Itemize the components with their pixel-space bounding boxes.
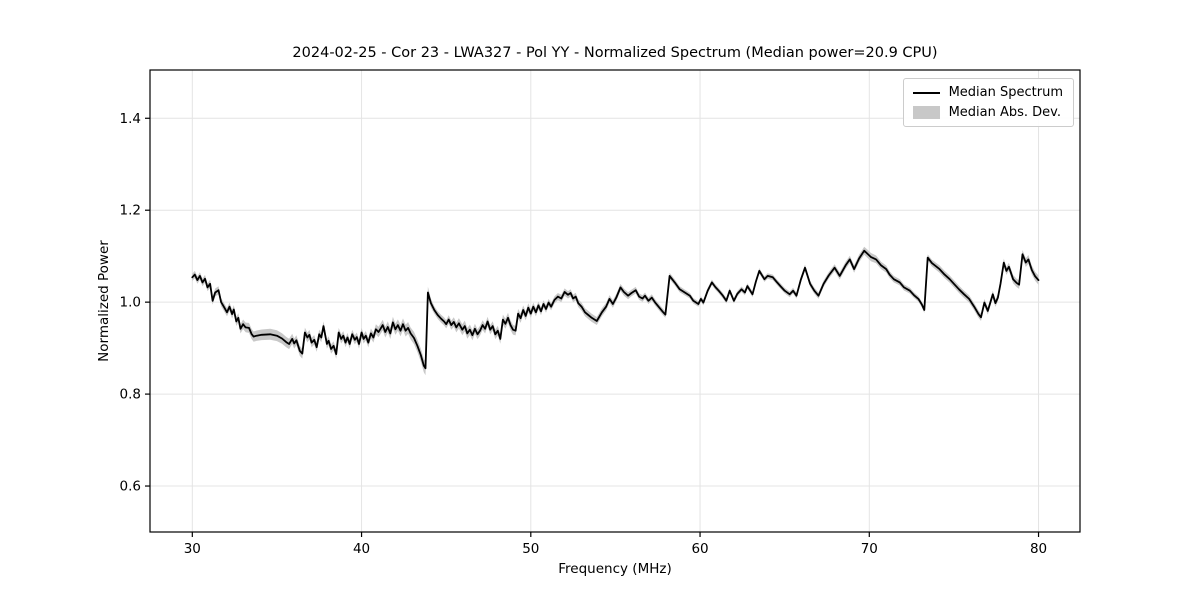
y-tick-label: 0.8 <box>120 387 141 403</box>
median-spectrum-line <box>191 249 1040 370</box>
median-abs-dev-band <box>192 246 1039 376</box>
legend-box: Median Spectrum Median Abs. Dev. <box>902 78 1074 127</box>
x-axis-label: Frequency (MHz) <box>558 561 672 577</box>
y-tick-label: 0.6 <box>120 479 141 495</box>
median-abs-dev-patch-swatch <box>912 106 940 119</box>
x-tick-label: 50 <box>522 541 539 557</box>
y-tick-label: 1.0 <box>120 295 141 311</box>
x-tick-label: 80 <box>1030 541 1047 557</box>
y-tick-label: 1.2 <box>120 203 141 219</box>
axes-border <box>149 69 1081 533</box>
x-tick-label: 70 <box>861 541 878 557</box>
x-tick-label: 40 <box>353 541 370 557</box>
y-tick-label: 1.4 <box>120 111 141 127</box>
legend-label-median-spectrum: Median Spectrum <box>948 85 1063 100</box>
legend-item-median-spectrum: Median Spectrum <box>912 85 1063 100</box>
legend-item-median-abs-dev: Median Abs. Dev. <box>912 105 1063 120</box>
legend-label-median-abs-dev: Median Abs. Dev. <box>948 105 1062 120</box>
x-tick-label: 30 <box>184 541 201 557</box>
x-tick-label: 60 <box>691 541 708 557</box>
chart-title: 2024-02-25 - Cor 23 - LWA327 - Pol YY - … <box>292 45 938 61</box>
y-axis-label: Normalized Power <box>96 240 112 362</box>
median-spectrum-line-swatch <box>912 91 940 94</box>
